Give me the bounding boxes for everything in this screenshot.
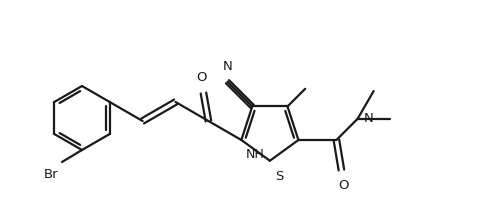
Text: Br: Br [43,168,58,181]
Text: O: O [196,71,207,84]
Text: S: S [275,170,283,183]
Text: NH: NH [245,148,264,161]
Text: O: O [338,179,348,192]
Text: N: N [364,112,373,125]
Text: N: N [223,60,232,73]
